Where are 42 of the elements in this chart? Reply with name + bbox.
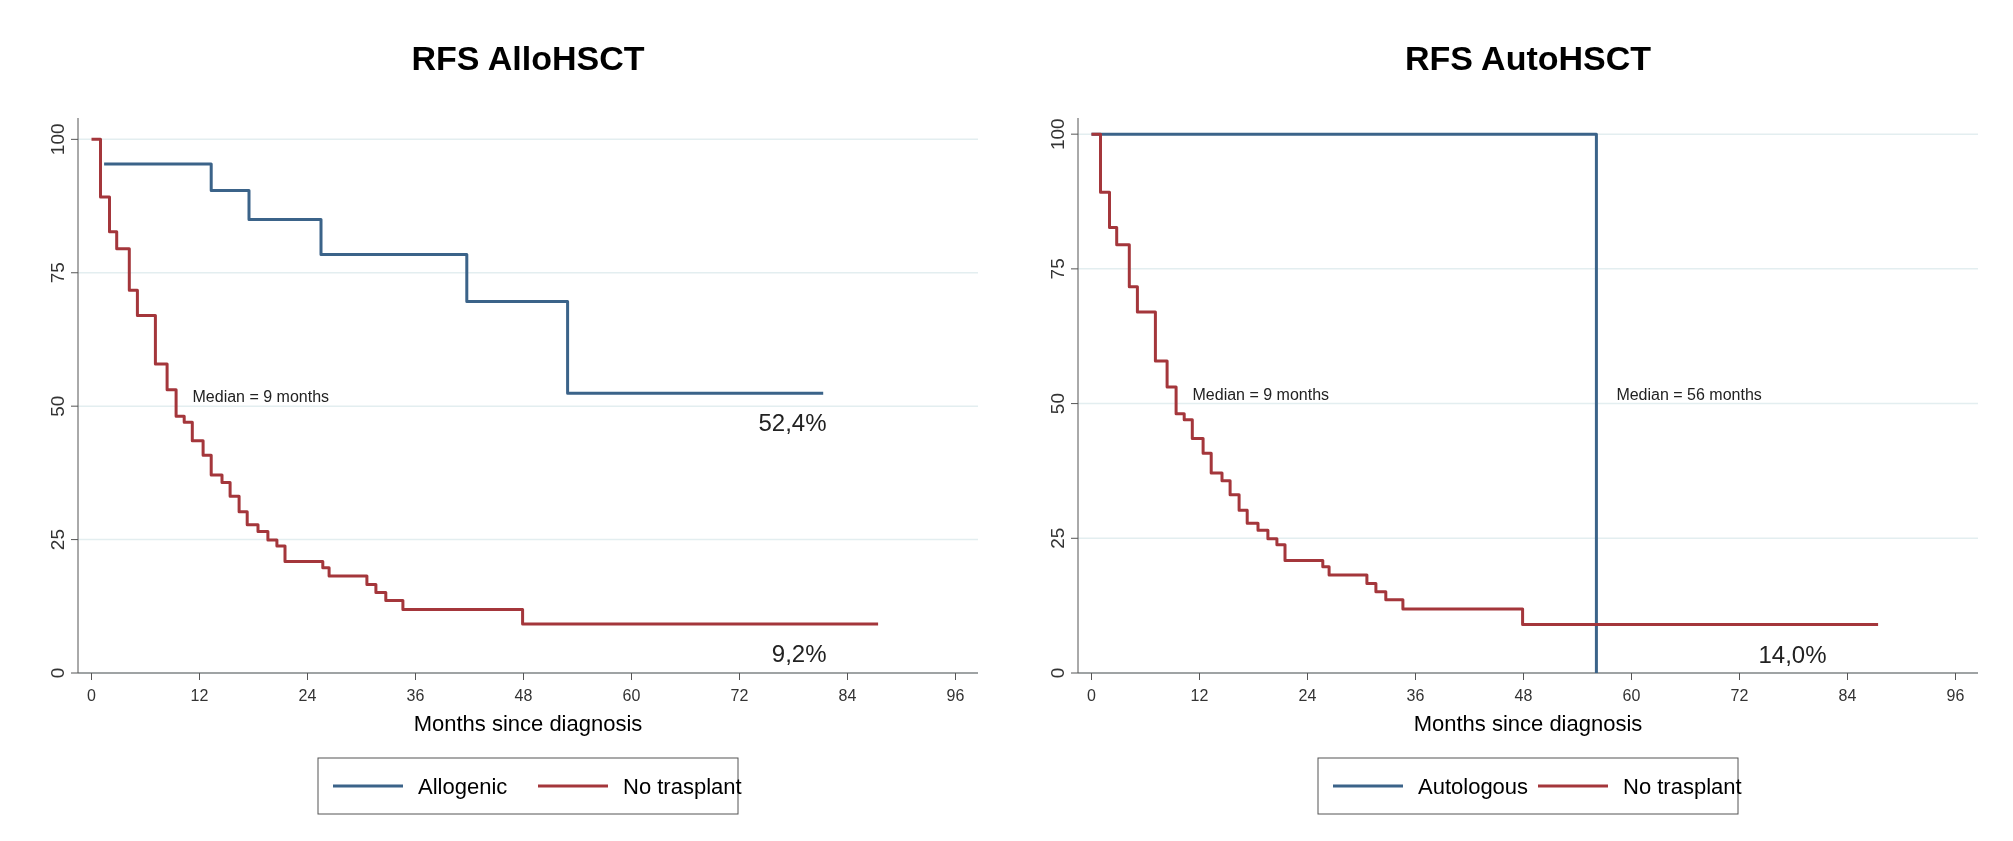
chart-title: RFS AutoHSCT	[1404, 39, 1652, 77]
x-tick-label: 24	[1298, 687, 1317, 704]
x-tick-label: 72	[1730, 687, 1749, 704]
x-tick-label: 0	[1087, 687, 1097, 704]
x-axis-title: Months since diagnosis	[1413, 711, 1643, 736]
y-tick-label: 75	[47, 262, 68, 284]
y-tick-label: 100	[1047, 118, 1068, 151]
annotation: Median = 56 months	[1616, 385, 1762, 403]
x-tick-label: 60	[1622, 687, 1641, 704]
y-tick-label: 25	[1047, 527, 1068, 549]
x-tick-label: 0	[87, 687, 97, 704]
legend-label: Autologous	[1418, 774, 1529, 799]
annotation: Median = 9 months	[1192, 385, 1330, 403]
x-tick-label: 48	[514, 687, 533, 704]
y-tick-label: 75	[1047, 258, 1068, 280]
x-tick-label: 24	[298, 687, 317, 704]
annotation: 14,0%	[1758, 640, 1827, 668]
x-tick-label: 60	[622, 687, 641, 704]
annotation: Median = 9 months	[192, 388, 330, 406]
y-tick-label: 25	[47, 529, 68, 551]
legend-label: No trasplant	[623, 774, 742, 799]
legend-label: No trasplant	[1623, 774, 1742, 799]
x-axis-title: Months since diagnosis	[413, 711, 643, 736]
x-tick-label: 12	[1190, 687, 1209, 704]
x-tick-label: 36	[406, 687, 425, 704]
x-tick-label: 96	[1946, 687, 1965, 704]
chart-title: RFS AlloHSCT	[411, 39, 645, 77]
x-tick-label: 36	[1406, 687, 1425, 704]
y-tick-label: 0	[1047, 667, 1068, 679]
x-tick-label: 96	[946, 687, 965, 704]
y-tick-label: 100	[47, 123, 68, 156]
annotation: 52,4%	[758, 409, 827, 437]
y-tick-label: 0	[47, 667, 68, 679]
y-tick-label: 50	[1047, 393, 1068, 415]
x-tick-label: 84	[1838, 687, 1857, 704]
annotation: 9,2%	[771, 639, 827, 667]
x-tick-label: 12	[190, 687, 209, 704]
x-tick-label: 84	[838, 687, 857, 704]
x-tick-label: 72	[730, 687, 749, 704]
legend-label: Allogenic	[418, 774, 508, 799]
y-tick-label: 50	[47, 395, 68, 417]
x-tick-label: 48	[1514, 687, 1533, 704]
